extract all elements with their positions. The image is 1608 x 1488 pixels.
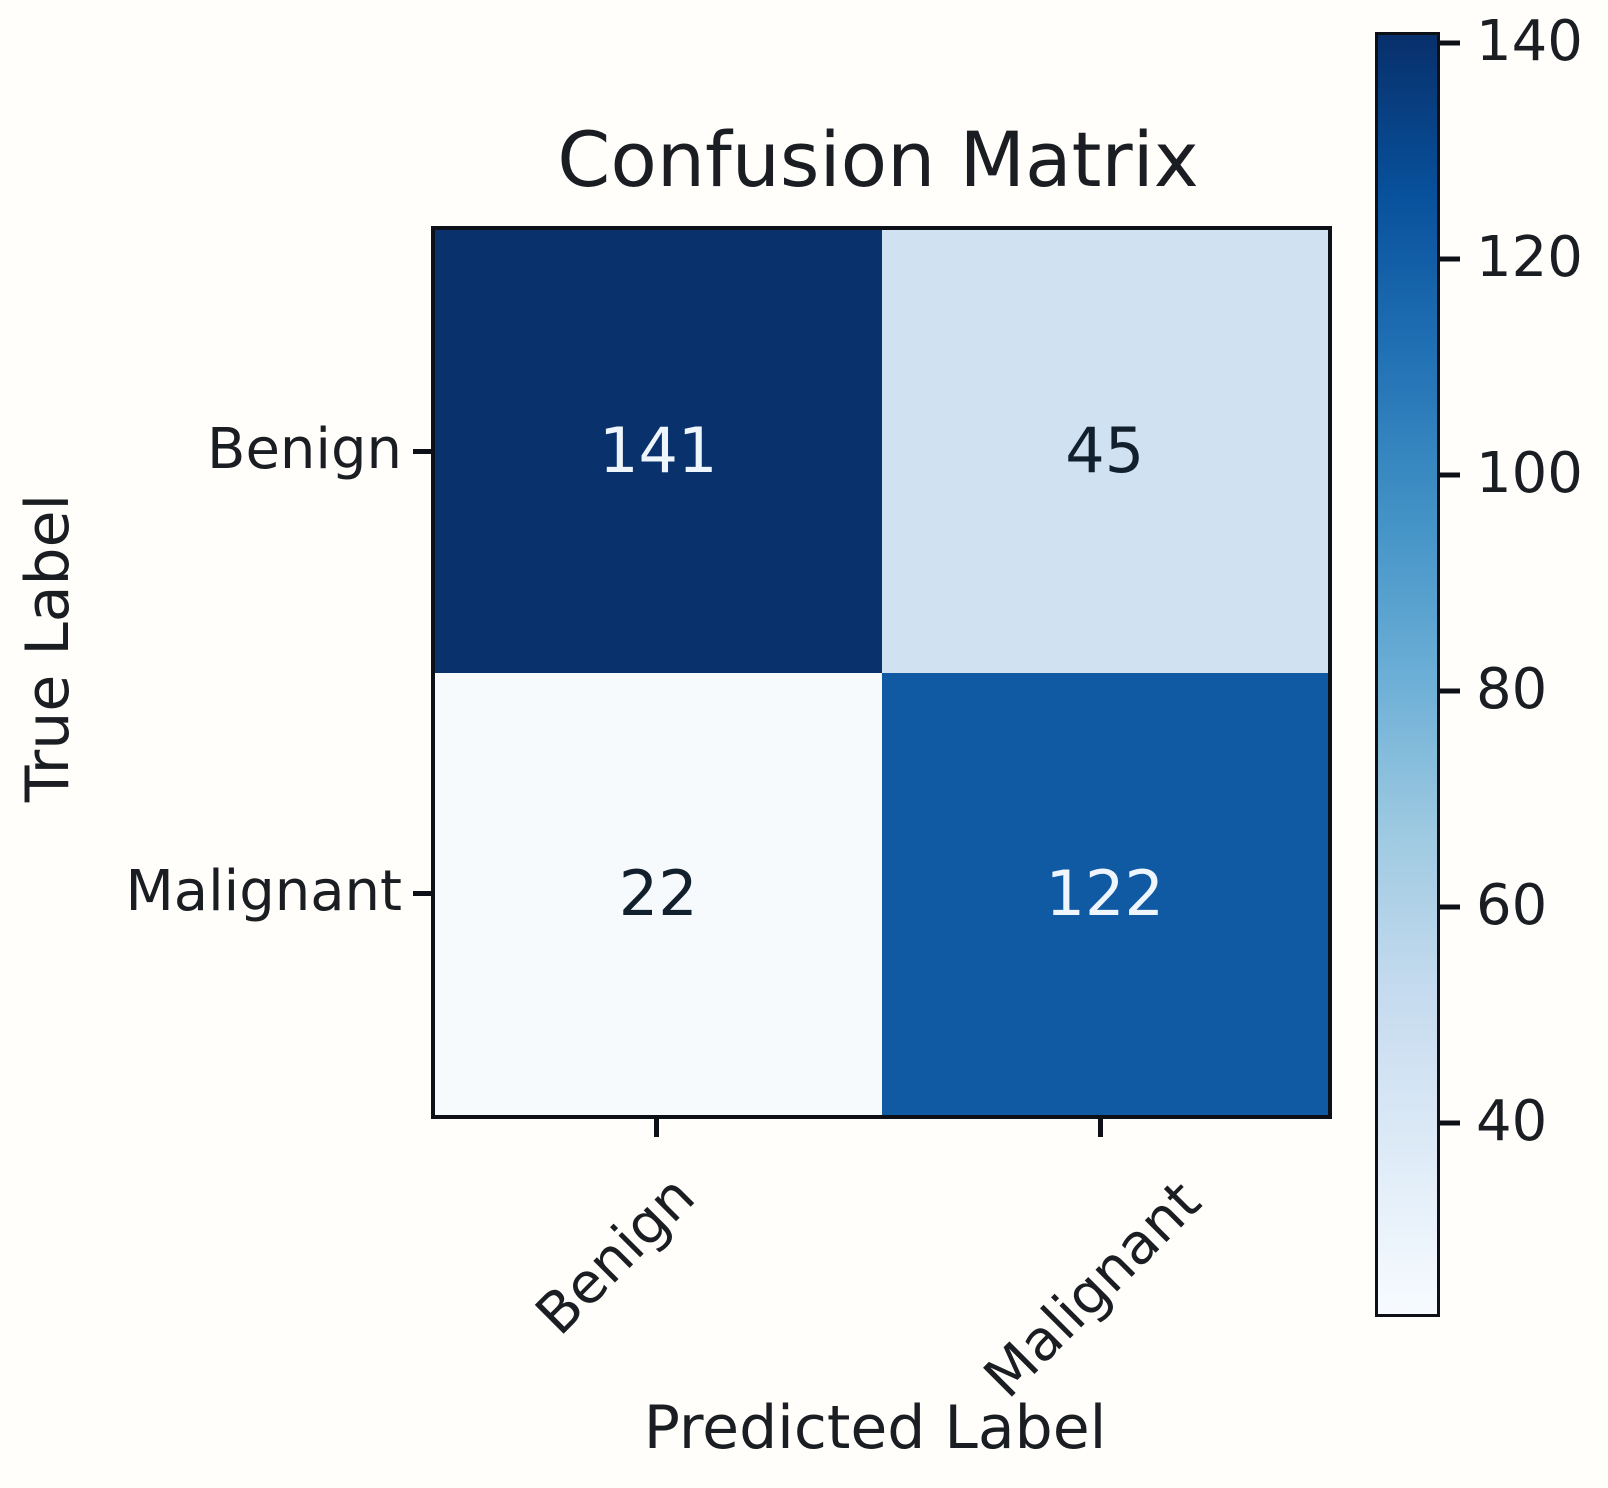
cell-value: 141: [599, 414, 718, 488]
x-axis-label: Predicted Label: [643, 1393, 1107, 1463]
colorbar-tick-mark: [1440, 688, 1460, 694]
cell-value: 22: [618, 856, 698, 930]
y-axis-label: True Label: [13, 493, 83, 803]
y-tick-label-benign: Benign: [207, 416, 402, 482]
x-tick-label-benign: Benign: [523, 1163, 708, 1348]
x-tick-label-malignant: Malignant: [971, 1168, 1214, 1411]
colorbar-tick-label: 140: [1476, 8, 1583, 74]
heatmap-plot-area: 141 45 22 122: [431, 226, 1332, 1119]
colorbar-tick-mark: [1440, 40, 1460, 46]
x-axis-tick-mark: [654, 1115, 659, 1137]
colorbar-tick-label: 100: [1476, 440, 1583, 506]
colorbar-tick-mark: [1440, 256, 1460, 262]
matrix-cell-true-malignant-pred-benign: 22: [435, 672, 882, 1115]
chart-title: Confusion Matrix: [557, 115, 1199, 204]
cell-value: 45: [1065, 414, 1145, 488]
y-axis-tick-mark: [413, 449, 435, 454]
colorbar-tick-mark: [1440, 472, 1460, 478]
x-axis-tick-mark: [1098, 1115, 1103, 1137]
colorbar-tick-mark: [1440, 1120, 1460, 1126]
matrix-cell-true-benign-pred-malignant: 45: [881, 230, 1328, 673]
colorbar: [1375, 32, 1440, 1317]
cell-value: 122: [1045, 856, 1164, 930]
colorbar-tick-label: 60: [1476, 872, 1548, 938]
matrix-cell-true-malignant-pred-malignant: 122: [881, 672, 1328, 1115]
colorbar-tick-mark: [1440, 904, 1460, 910]
y-tick-label-malignant: Malignant: [125, 858, 402, 924]
colorbar-tick-label: 120: [1476, 224, 1583, 290]
colorbar-tick-label: 40: [1476, 1088, 1548, 1154]
colorbar-tick-label: 80: [1476, 656, 1548, 722]
y-axis-tick-mark: [413, 891, 435, 896]
matrix-cell-true-benign-pred-benign: 141: [435, 230, 882, 673]
